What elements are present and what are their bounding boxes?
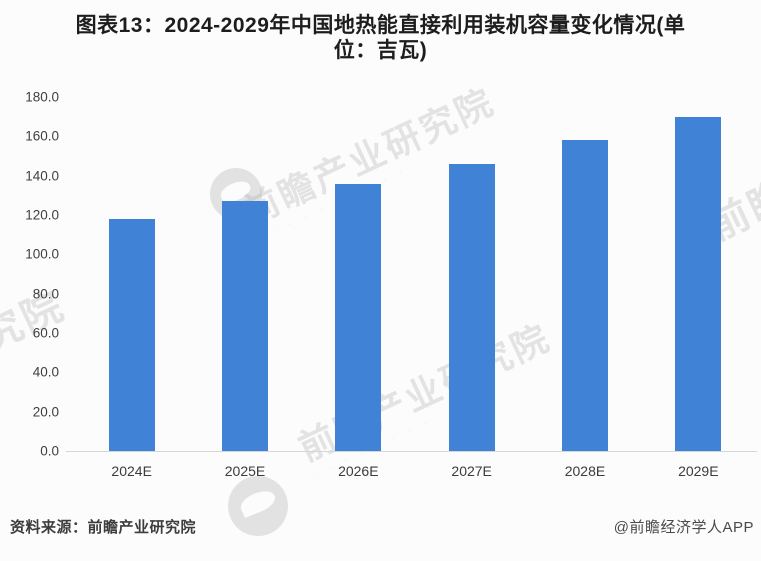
bar: [561, 140, 608, 451]
y-tick-label: 140.0: [25, 168, 59, 184]
bar-slot: [75, 97, 188, 451]
bar: [335, 183, 382, 451]
y-tick-label: 160.0: [25, 128, 59, 144]
source-text: 资料来源：前瞻产业研究院: [10, 519, 197, 536]
qianzhan-circle-logo-icon: [228, 476, 288, 536]
credit-text: @前瞻经济学人APP: [613, 519, 754, 536]
y-tick-label: 60.0: [32, 325, 59, 341]
bar: [448, 163, 495, 451]
x-axis-line: [66, 451, 757, 452]
bar-slot: [415, 97, 528, 451]
x-tick-label: 2024E: [111, 463, 152, 479]
x-axis: 2024E 2025E 2026E 2027E 2028E 2029E: [75, 463, 755, 479]
chart-title-line1: 图表13：2024-2029年中国地热能直接利用装机容量变化情况(单: [75, 14, 686, 37]
y-tick-label: 0.0: [40, 443, 59, 459]
bar-slot: [188, 97, 301, 451]
chart-title-line2: 位：吉瓦): [333, 39, 428, 62]
x-tick-label: 2029E: [678, 463, 719, 479]
footer: 资料来源：前瞻产业研究院 @前瞻经济学人APP: [10, 516, 754, 537]
y-tick-label: 120.0: [25, 207, 59, 223]
x-tick-label: 2026E: [338, 463, 379, 479]
bar: [221, 201, 268, 451]
bars-group: [75, 97, 755, 451]
bar: [108, 218, 155, 451]
chart-title: 图表13：2024-2029年中国地热能直接利用装机容量变化情况(单 位：吉瓦): [28, 13, 733, 63]
y-axis: 180.0 160.0 140.0 120.0 100.0 80.0 60.0 40.0 20.…: [5, 90, 65, 459]
bar-slot: [528, 97, 641, 451]
bar-slot: [302, 97, 415, 451]
bar-slot: [642, 97, 755, 451]
y-tick-label: 180.0: [25, 89, 59, 105]
y-tick-label: 100.0: [25, 246, 59, 262]
x-tick-label: 2025E: [224, 463, 266, 479]
x-tick-label: 2028E: [564, 463, 606, 479]
plot-area: 180.0 160.0 140.0 120.0 100.0 80.0 60.0 40.0 20.…: [25, 90, 757, 479]
y-tick-label: 20.0: [32, 404, 59, 420]
x-tick-label: 2027E: [451, 463, 492, 479]
bar: [675, 116, 722, 451]
y-tick-label: 40.0: [32, 364, 59, 380]
y-tick-label: 80.0: [32, 286, 59, 302]
